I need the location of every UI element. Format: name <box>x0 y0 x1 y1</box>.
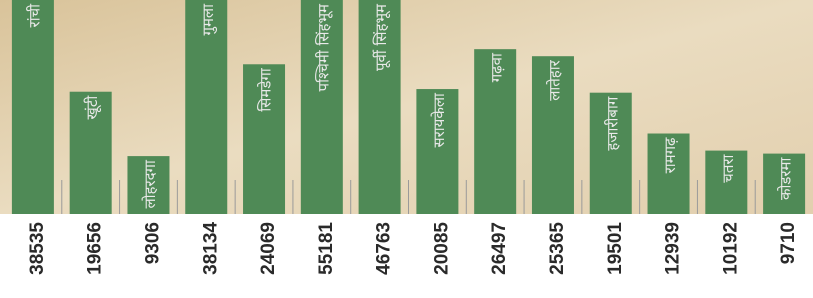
value-label: 12939 <box>663 222 684 275</box>
category-label: सिमडेगा <box>257 67 275 111</box>
value-label: 19656 <box>85 222 106 275</box>
category-label: हजारीबाग <box>603 96 621 150</box>
value-label: 20085 <box>431 222 452 275</box>
value-label: 38134 <box>200 222 221 275</box>
category-label: चतरा <box>719 153 737 182</box>
category-label: लातेहार <box>545 59 563 100</box>
value-label: 9306 <box>142 222 163 264</box>
value-label: 25365 <box>547 222 568 275</box>
category-label: कोडरमा <box>777 156 795 200</box>
bar <box>12 0 54 214</box>
category-label: पश्चिमी सिंहभूम <box>314 3 333 91</box>
page: रांची 38535 खूंटी 19656 लोहरदगा 9306 गुमला 3813… <box>0 0 813 298</box>
value-label: 55181 <box>316 222 337 275</box>
value-label: 46763 <box>374 222 395 275</box>
value-label: 10192 <box>720 222 741 275</box>
value-label: 9710 <box>778 222 799 264</box>
category-label: गुमला <box>199 3 218 36</box>
category-label: रांची <box>25 3 43 28</box>
chart: रांची 38535 खूंटी 19656 लोहरदगा 9306 गुमला 3813… <box>0 0 813 298</box>
value-label: 19501 <box>605 222 626 275</box>
category-label: सरायकेला <box>430 92 448 148</box>
category-label: पूर्वी सिंहभूम <box>372 3 391 71</box>
value-label: 38535 <box>27 222 48 275</box>
value-label: 24069 <box>258 222 279 275</box>
value-label: 26497 <box>489 222 510 275</box>
label-area <box>0 214 813 298</box>
background <box>0 0 813 214</box>
category-label: खूंटी <box>83 95 102 120</box>
category-label: रामगढ़ <box>661 137 679 173</box>
category-label: गढ़वा <box>488 52 506 82</box>
category-label: लोहरदगा <box>141 159 159 209</box>
